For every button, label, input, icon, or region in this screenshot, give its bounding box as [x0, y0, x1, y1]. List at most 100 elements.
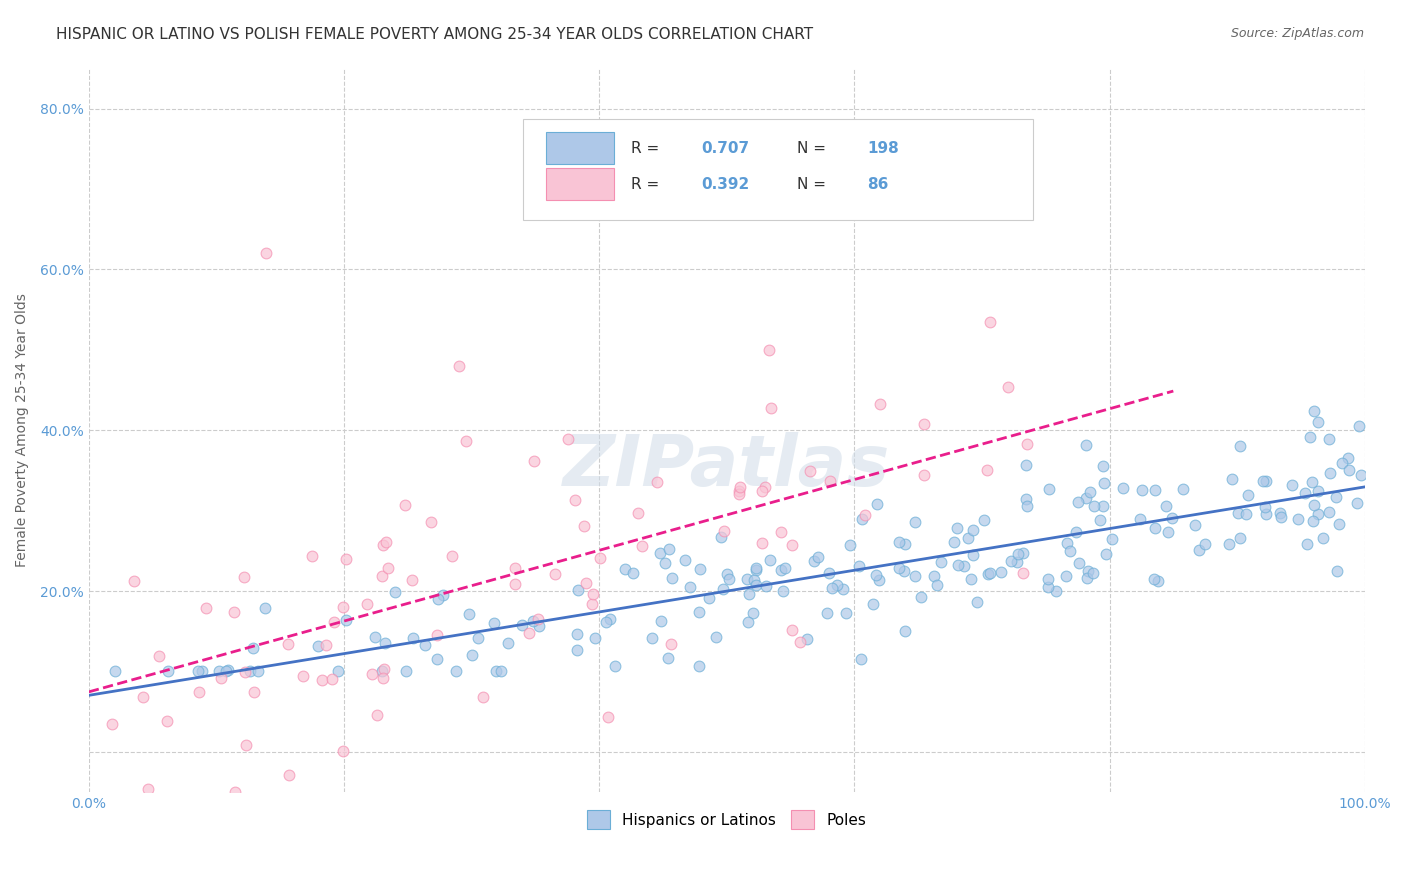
Point [654, 557, 676, 571]
Point [1348, 419, 1371, 434]
Point [1112, 481, 1135, 495]
Point [132, 690, 155, 704]
Point [503, 577, 526, 591]
Point [454, 434, 477, 449]
Point [925, 578, 948, 592]
Point [976, 463, 998, 477]
Point [1095, 547, 1118, 561]
Point [567, 582, 589, 597]
Point [156, 714, 179, 728]
Point [232, 570, 254, 584]
Point [710, 530, 733, 544]
Point [247, 665, 270, 679]
Point [1074, 491, 1097, 505]
Point [789, 635, 811, 649]
Point [567, 627, 589, 641]
Point [1101, 533, 1123, 547]
Point [661, 637, 683, 651]
Point [458, 607, 481, 622]
Point [650, 546, 672, 560]
Point [831, 582, 853, 596]
Point [101, 716, 124, 731]
Point [966, 594, 988, 608]
Point [1229, 531, 1251, 545]
Point [745, 561, 768, 575]
Point [853, 508, 876, 523]
Text: 86: 86 [868, 177, 889, 192]
Point [1092, 475, 1115, 490]
Point [432, 588, 454, 602]
Point [1268, 506, 1291, 520]
Point [1161, 511, 1184, 525]
Point [957, 531, 980, 545]
Point [574, 519, 596, 533]
Text: R =: R = [631, 177, 664, 192]
Point [1078, 485, 1101, 500]
Point [728, 484, 751, 499]
Point [1346, 496, 1368, 510]
Point [1326, 564, 1348, 578]
Point [818, 566, 841, 580]
Point [599, 612, 621, 626]
Point [371, 538, 394, 552]
Point [780, 538, 803, 552]
Point [1076, 564, 1098, 578]
Point [1144, 483, 1167, 498]
Point [1038, 482, 1060, 496]
Point [769, 525, 792, 540]
Point [235, 738, 257, 752]
Point [1317, 505, 1340, 519]
Point [1130, 483, 1153, 498]
Point [758, 343, 780, 357]
Point [704, 630, 727, 644]
Point [1017, 499, 1039, 513]
Point [321, 672, 343, 686]
Text: 198: 198 [868, 141, 898, 155]
Point [447, 359, 470, 373]
Point [1184, 518, 1206, 533]
Point [124, 574, 146, 588]
Point [716, 566, 738, 581]
Point [517, 626, 540, 640]
Point [834, 606, 856, 620]
Point [658, 541, 681, 556]
Point [815, 606, 838, 620]
Point [363, 630, 385, 644]
Point [728, 480, 751, 494]
Point [1067, 556, 1090, 570]
Point [585, 631, 607, 645]
Point [689, 562, 711, 576]
Point [603, 659, 626, 673]
Point [1194, 537, 1216, 551]
Point [253, 600, 276, 615]
Point [332, 599, 354, 614]
Point [1303, 498, 1326, 512]
Point [1234, 508, 1257, 522]
Point [630, 539, 652, 553]
Point [770, 563, 793, 577]
Point [839, 538, 862, 552]
Point [565, 643, 588, 657]
FancyBboxPatch shape [546, 169, 614, 200]
Point [356, 597, 378, 611]
Point [1317, 432, 1340, 446]
Point [912, 468, 935, 483]
Point [887, 560, 910, 574]
Point [1157, 524, 1180, 539]
Point [772, 584, 794, 599]
Point [979, 315, 1001, 329]
Point [148, 649, 170, 664]
Point [661, 571, 683, 585]
Point [657, 650, 679, 665]
Point [1254, 508, 1277, 522]
Point [233, 665, 256, 679]
FancyBboxPatch shape [546, 132, 614, 164]
Point [1015, 491, 1038, 506]
Point [818, 474, 841, 488]
Point [821, 582, 844, 596]
Point [1015, 437, 1038, 451]
Point [239, 665, 262, 679]
Point [544, 566, 567, 581]
Point [564, 493, 586, 508]
Point [1308, 416, 1330, 430]
